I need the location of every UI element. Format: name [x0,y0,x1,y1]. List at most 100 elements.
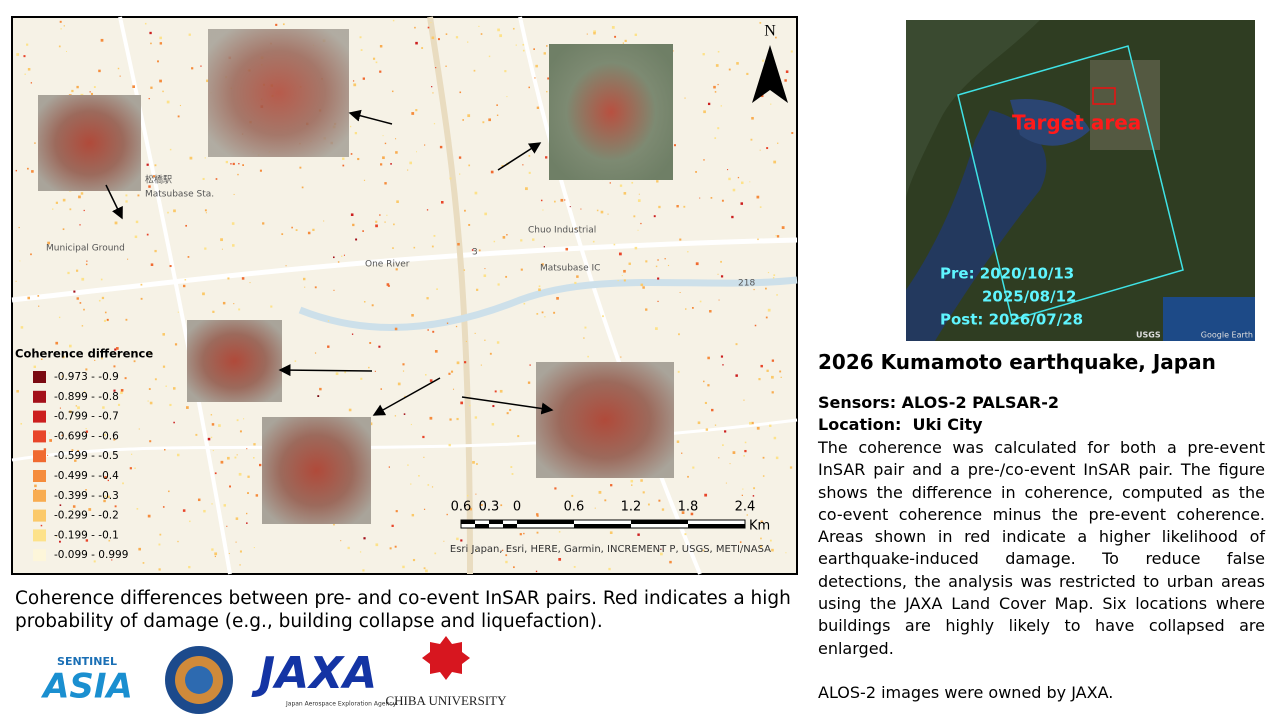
damage-pixel [407,464,409,466]
damage-pixel [189,156,193,160]
damage-pixel [437,38,440,41]
damage-pixel [699,197,701,199]
damage-pixel [69,208,72,211]
desc-title: 2026 Kumamoto earthquake, Japan [818,350,1216,374]
damage-pixel [466,494,469,497]
damage-pixel [455,325,458,328]
damage-pixel [703,110,706,114]
damage-pixel [177,540,179,543]
damage-pixel [522,49,525,52]
damage-pixel [456,361,460,365]
damage-pixel [658,205,661,209]
damage-pixel [418,475,420,477]
damage-pixel [509,409,512,412]
damage-pixel [423,508,426,510]
damage-pixel [456,537,459,541]
damage-pixel [695,171,697,173]
damage-pixel [669,560,672,564]
damage-pixel [148,97,150,100]
damage-pixel [472,461,475,464]
damage-pixel [362,230,364,232]
damage-pixel [61,434,63,437]
damage-pixel [767,308,771,312]
damage-pixel [344,371,347,374]
damage-pixel [177,311,179,313]
damage-pixel [469,507,473,511]
damage-pixel [735,374,738,377]
damage-pixel [464,209,466,212]
damage-pixel [378,345,381,348]
damage-pixel [342,157,345,160]
damage-pixel [697,421,701,425]
damage-pixel [16,389,19,393]
damage-pixel [404,395,406,398]
damage-pixel [478,249,481,252]
damage-pixel [710,197,713,199]
damage-pixel [415,151,418,153]
scale-segment [574,524,631,528]
damage-pixel [27,296,31,300]
logo-text: CHIBA UNIVERSITY [386,693,508,708]
damage-pixel [147,400,149,402]
damage-pixel [421,47,424,49]
damage-pixel [529,364,531,366]
damage-pixel [371,304,374,307]
damage-pixel [683,205,686,208]
damage-pixel [757,238,759,241]
damage-pixel [462,119,464,121]
damage-pixel [538,285,541,288]
damage-pixel [247,475,250,478]
damage-pixel [475,550,477,552]
damage-pixel [528,155,531,157]
damage-pixel [245,512,248,515]
damage-pixel [133,360,136,363]
map-label: Matsubase IC [540,264,600,274]
damage-pixel [363,179,366,181]
damage-pixel [714,91,717,93]
damage-pixel [169,148,172,151]
damage-pixel [242,164,244,166]
damage-pixel [75,405,78,407]
damage-pixel [285,265,287,267]
damage-pixel [93,560,96,563]
damage-pixel [480,33,483,35]
damage-pixel [789,466,793,469]
damage-pixel [547,77,550,80]
damage-pixel [713,85,716,89]
damage-pixel [113,365,116,368]
damage-pixel [640,479,643,482]
damage-pixel [202,292,205,296]
damage-pixel [395,138,397,140]
damage-pixel [448,443,451,447]
damage-pixel [132,85,135,89]
damage-pixel [394,327,398,331]
damage-pixel [491,423,495,426]
damage-pixel [427,26,430,29]
damage-pixel [203,509,206,513]
damage-pixel [737,176,740,179]
damage-pixel [580,208,582,210]
damage-pixel [392,19,395,22]
damage-pixel [742,488,744,490]
damage-pixel [226,525,228,527]
damage-pixel [342,164,345,167]
damage-pixel [301,186,304,189]
damage-pixel [238,472,242,476]
map-label: Matsubase Sta. [145,190,214,200]
damage-pixel [759,149,761,151]
damage-pixel [586,33,588,35]
damage-pixel [388,466,390,468]
damage-pixel [81,325,84,327]
damage-pixel [565,247,569,251]
damage-pixel [211,423,215,426]
damage-pixel [536,106,540,109]
damage-pixel [100,38,104,42]
damage-pixel [197,498,201,502]
legend-label: -0.973 - -0.9 [54,371,119,383]
damage-pixel [637,533,640,536]
damage-pixel [785,552,787,554]
damage-pixel [756,426,760,430]
damage-pixel [127,258,129,260]
damage-pixel [182,509,186,512]
damage-pixel [620,356,622,358]
